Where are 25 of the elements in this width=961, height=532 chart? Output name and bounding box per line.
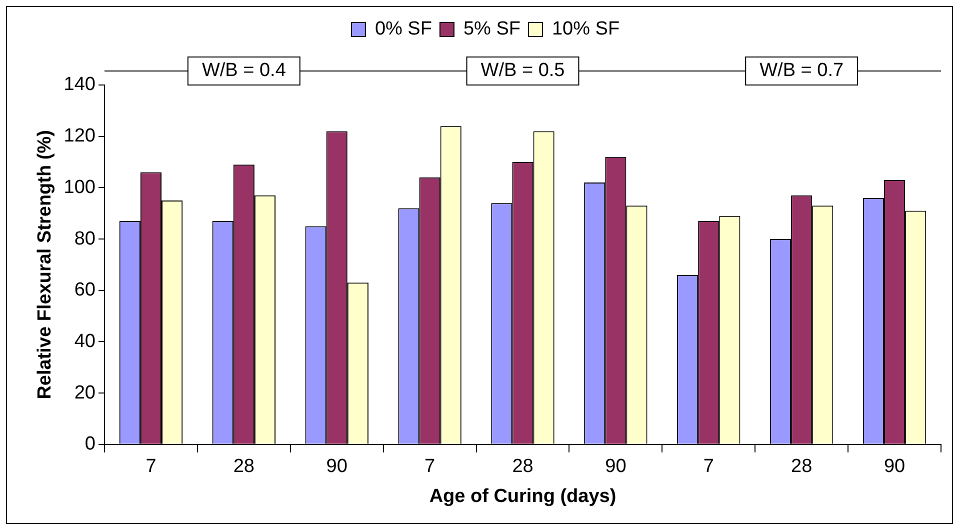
x-tick-label: 90	[326, 456, 348, 478]
x-tick-label: 90	[884, 456, 906, 478]
text: W/B = 0.4	[202, 60, 286, 82]
x-tick-label: 28	[233, 456, 254, 478]
y-tick-label: 120	[64, 126, 96, 147]
y-axis-title: Relative Flexural Strength (%)	[34, 130, 56, 400]
y-tick-label: 140	[64, 74, 96, 96]
x-tick-label: 28	[512, 456, 534, 478]
x-tick-label: 90	[605, 456, 626, 478]
y-tick-label: 100	[64, 176, 96, 198]
x-tick-label: 7	[703, 456, 714, 478]
legend-label: 10% SF	[552, 18, 620, 40]
text: W/B = 0.5	[480, 60, 565, 82]
y-tick-label: 20	[74, 382, 96, 404]
legend-label: 5% SF	[463, 18, 520, 40]
y-tick-label: 40	[74, 330, 96, 352]
x-axis-title: Age of Curing (days)	[429, 486, 616, 507]
text: W/B = 0.7	[760, 60, 844, 82]
y-tick-label: 80	[74, 228, 96, 250]
y-tick-label: 60	[74, 280, 96, 301]
x-tick-label: 7	[424, 456, 436, 478]
y-tick-label: 0	[84, 434, 96, 455]
legend-label: 0% SF	[374, 18, 432, 40]
x-tick-label: 28	[791, 456, 812, 478]
x-tick-label: 7	[146, 456, 156, 478]
